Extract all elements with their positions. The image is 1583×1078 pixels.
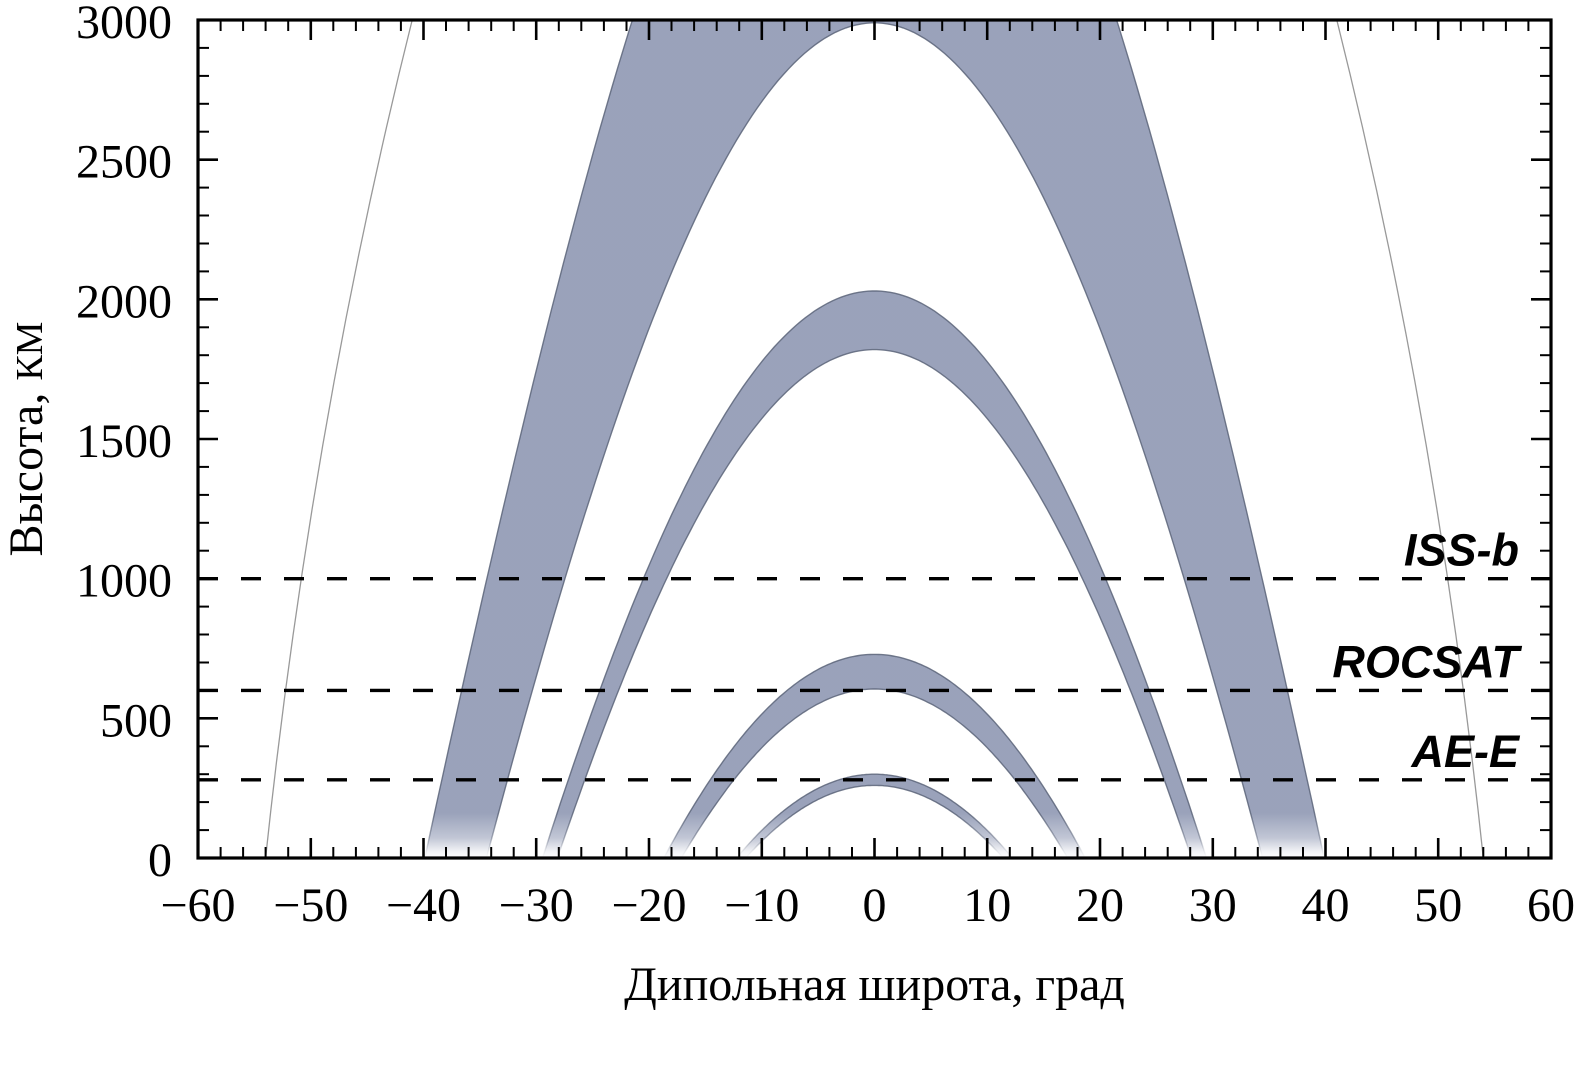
svg-text:−10: −10 — [724, 879, 799, 932]
svg-text:ROCSAT: ROCSAT — [1332, 636, 1522, 687]
svg-text:500: 500 — [100, 694, 172, 747]
svg-text:AE-E: AE-E — [1410, 726, 1520, 777]
svg-text:−40: −40 — [386, 879, 461, 932]
svg-text:1500: 1500 — [76, 415, 172, 468]
svg-text:0: 0 — [863, 879, 887, 932]
svg-text:−30: −30 — [499, 879, 574, 932]
svg-text:3000: 3000 — [76, 0, 172, 49]
svg-text:0: 0 — [148, 834, 172, 887]
svg-text:60: 60 — [1527, 879, 1575, 932]
svg-text:2500: 2500 — [76, 136, 172, 189]
svg-text:Дипольная широта, град: Дипольная широта, град — [624, 958, 1125, 1011]
svg-text:40: 40 — [1302, 879, 1350, 932]
svg-text:50: 50 — [1414, 879, 1462, 932]
svg-text:1000: 1000 — [76, 555, 172, 608]
svg-text:20: 20 — [1076, 879, 1124, 932]
svg-text:−20: −20 — [611, 879, 686, 932]
svg-text:10: 10 — [963, 879, 1011, 932]
svg-text:ISS-b: ISS-b — [1404, 525, 1519, 576]
svg-text:−50: −50 — [273, 879, 348, 932]
svg-text:2000: 2000 — [76, 275, 172, 328]
svg-text:30: 30 — [1189, 879, 1237, 932]
